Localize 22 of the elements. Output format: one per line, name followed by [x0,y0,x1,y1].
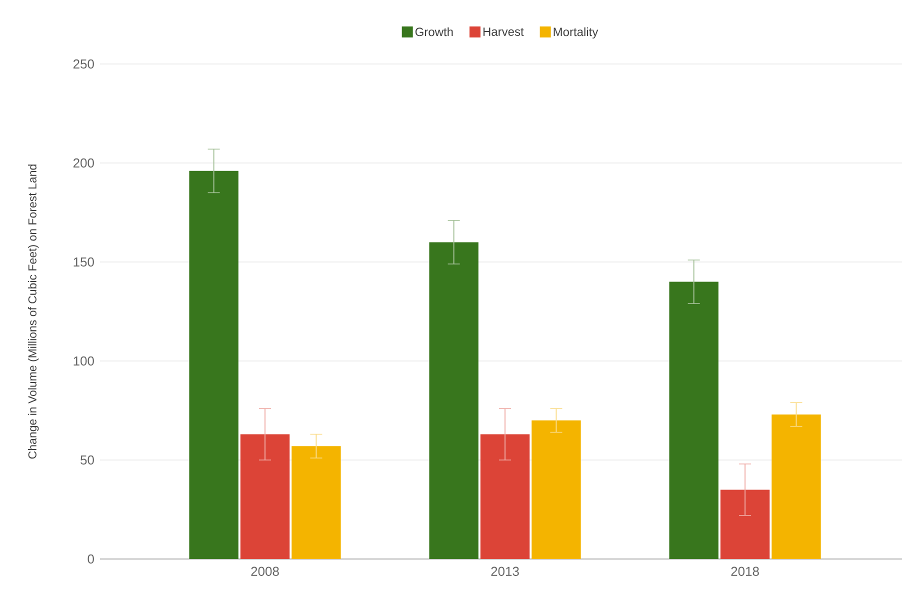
bar [189,170,238,559]
bar [292,446,341,559]
x-tick-label: 2008 [251,566,279,576]
bar [720,490,770,559]
y-tick-label: 100 [74,356,94,366]
bar [429,242,478,559]
x-tick-label: 2013 [491,566,519,576]
legend-label: Growth [415,27,453,36]
y-axis-title: Change in Volume (Millions of Cubic Feet) on Forest Land [28,164,39,459]
y-tick-label: 0 [88,554,94,564]
bar [240,434,290,559]
legend-label: Harvest [483,28,524,36]
x-tick-label: 2018 [731,566,759,576]
y-tick-label: 50 [80,455,94,465]
legend-label: Mortality [554,27,598,39]
bar [772,414,821,559]
y-tick-label: 250 [73,59,94,69]
bar [532,420,581,559]
y-tick-label: 150 [74,257,94,267]
y-tick-label: 200 [73,158,94,168]
bar [480,434,530,559]
bar [669,282,718,559]
